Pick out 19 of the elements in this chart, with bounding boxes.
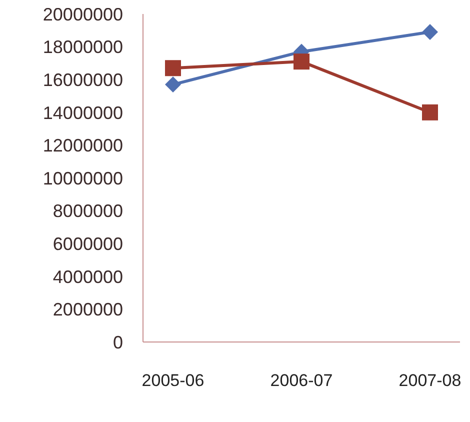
x-tick-label: 2007-08 (398, 371, 462, 390)
y-tick-label: 2000000 (52, 300, 123, 320)
point (294, 54, 310, 70)
y-tick-label: 0 (112, 332, 123, 352)
y-tick-label: 16000000 (42, 70, 123, 90)
y-tick-label: 8000000 (52, 201, 123, 222)
y-tick-label: 6000000 (52, 234, 123, 254)
x-tick-label: 2006-07 (270, 371, 333, 390)
y-tick-label: 14000000 (42, 102, 123, 123)
y-tick-label: 10000000 (42, 168, 123, 188)
y-tick-label: 12000000 (42, 136, 123, 156)
y-tick-label: 20000000 (42, 4, 123, 24)
point (422, 24, 438, 40)
point (422, 104, 438, 120)
point (165, 60, 181, 76)
point (165, 76, 181, 93)
y-tick-label: 4000000 (52, 266, 123, 287)
x-tick-label: 2005-06 (142, 371, 204, 390)
y-tick-label: 18000000 (42, 37, 123, 58)
